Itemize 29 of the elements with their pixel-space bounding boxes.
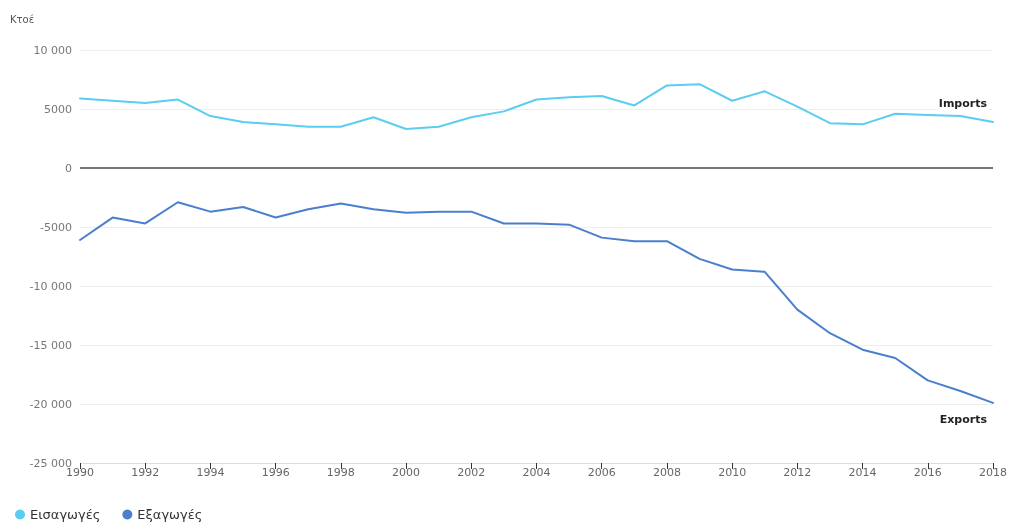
y-axis-title: Κτοέ: [10, 13, 35, 25]
x-tick-label: 2014: [848, 466, 877, 479]
x-tick-label: 2004: [522, 466, 551, 479]
x-tick-label: 1998: [326, 466, 355, 479]
y-tick-label: -5000: [40, 220, 72, 234]
annotation: Imports: [938, 96, 988, 110]
x-tick-label: 2006: [587, 466, 616, 479]
x-tick-label: 1992: [131, 466, 160, 479]
y-tick-label: -20 000: [29, 397, 72, 411]
x-tick-label: 2010: [718, 466, 747, 479]
x-tick-label: 2016: [913, 466, 942, 479]
y-tick-label: 5000: [44, 102, 72, 116]
legend-label: Εξαγωγές: [137, 507, 203, 522]
y-tick-label: -10 000: [29, 279, 72, 293]
x-tick-label: 2002: [457, 466, 486, 479]
x-tick-label: 1996: [261, 466, 290, 479]
x-tick-label: 2012: [783, 466, 812, 479]
x-tick-label: 1994: [196, 466, 225, 479]
x-tick-label: 2018: [979, 466, 1007, 479]
line-series: [79, 83, 994, 131]
annotation: Exports: [939, 412, 988, 426]
x-tick-label: 2008: [652, 466, 681, 479]
line-series: [79, 201, 994, 404]
y-tick-label: 0: [65, 161, 72, 175]
y-tick-label: -15 000: [29, 338, 72, 352]
x-tick-label: 1990: [66, 466, 94, 479]
y-tick-label: 10 000: [33, 43, 72, 57]
x-tick-label: 2000: [392, 466, 421, 479]
legend-label: Εισαγωγές: [30, 507, 101, 522]
